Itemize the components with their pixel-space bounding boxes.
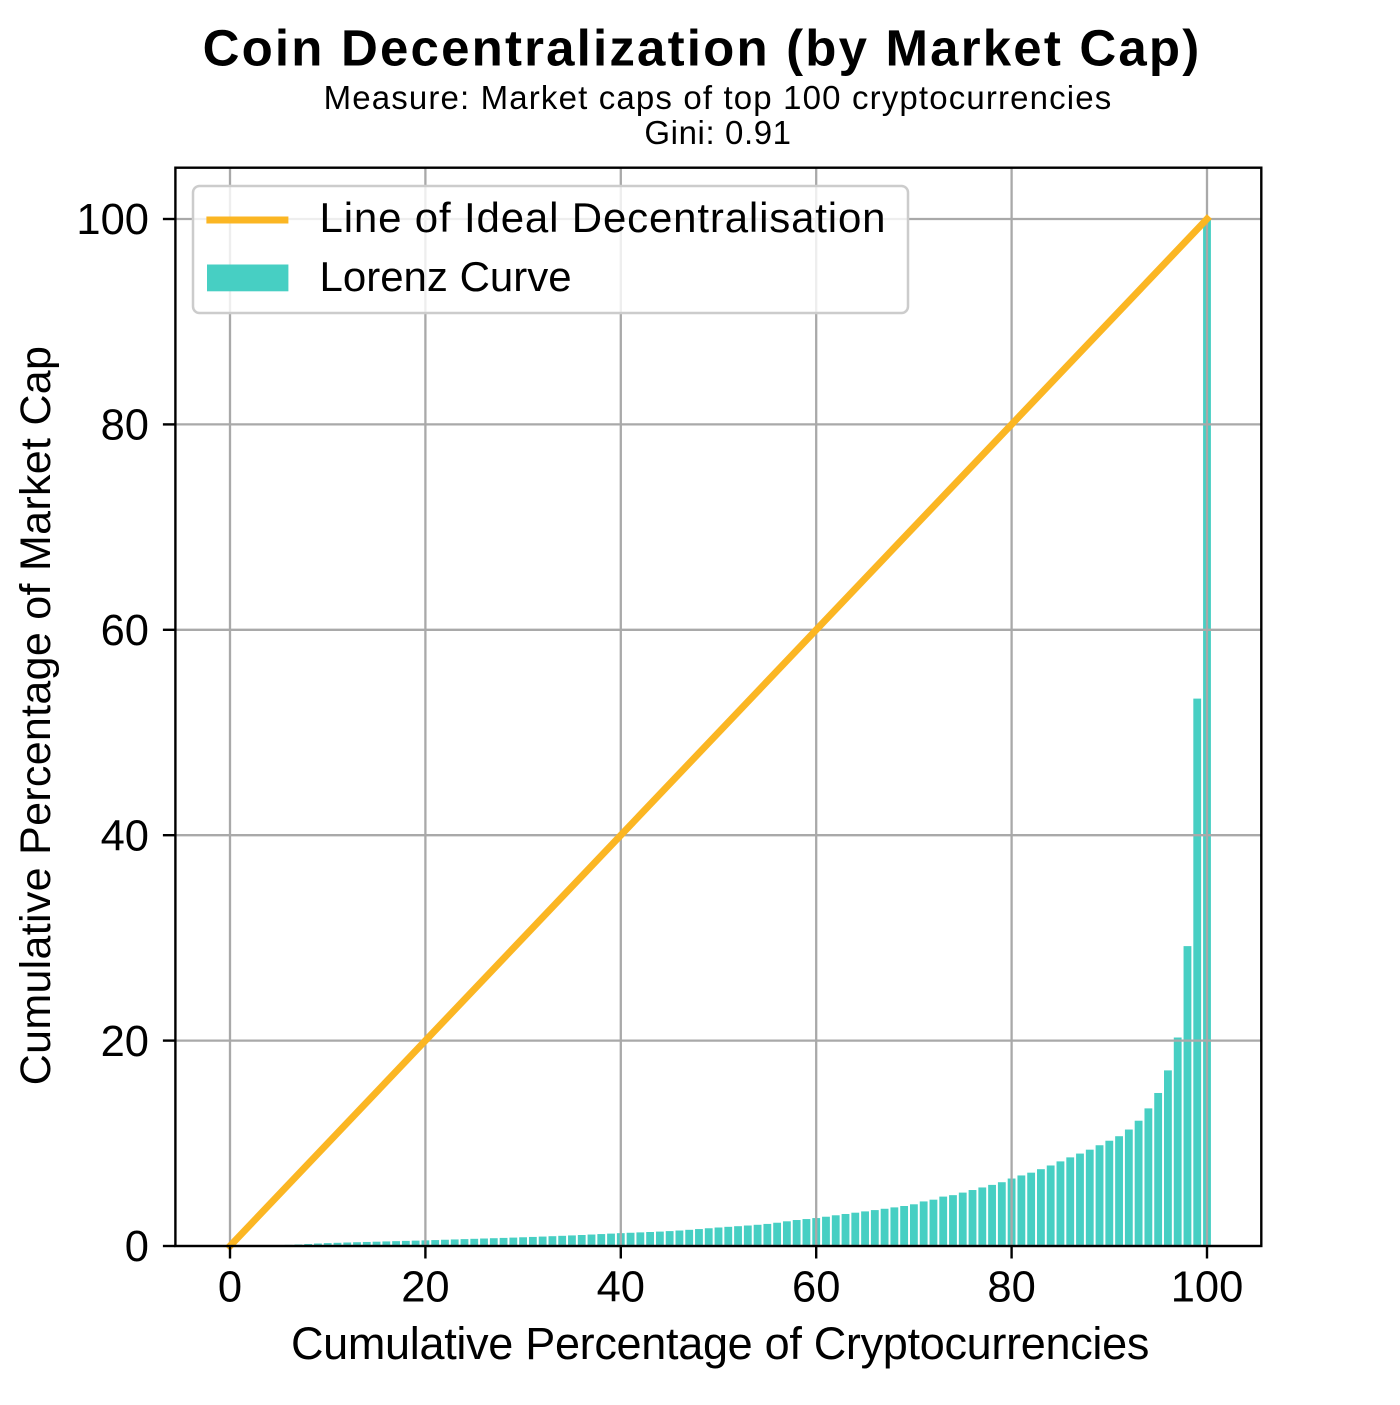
svg-text:80: 80 [987,1263,1035,1311]
svg-text:Measure: Market caps of top 10: Measure: Market caps of top 100 cryptocu… [324,79,1113,116]
svg-text:Cumulative Percentage of Marke: Cumulative Percentage of Market Cap [12,346,60,1085]
svg-text:60: 60 [792,1263,840,1311]
svg-text:Gini: 0.91: Gini: 0.91 [644,114,791,151]
svg-text:80: 80 [101,402,149,450]
svg-text:100: 100 [1171,1263,1244,1311]
svg-text:40: 40 [597,1263,645,1311]
svg-text:100: 100 [76,196,149,244]
svg-text:Lorenz Curve: Lorenz Curve [320,253,572,300]
svg-text:Coin Decentralization (by Mark: Coin Decentralization (by Market Cap) [203,20,1202,77]
svg-text:60: 60 [101,607,149,655]
svg-text:20: 20 [101,1018,149,1066]
svg-text:0: 0 [125,1223,149,1271]
svg-text:Line of Ideal Decentralisation: Line of Ideal Decentralisation [320,194,887,241]
svg-text:40: 40 [101,812,149,860]
svg-text:Cumulative Percentage of Crypt: Cumulative Percentage of Cryptocurrencie… [291,1318,1149,1369]
svg-text:0: 0 [218,1263,242,1311]
svg-text:20: 20 [401,1263,449,1311]
